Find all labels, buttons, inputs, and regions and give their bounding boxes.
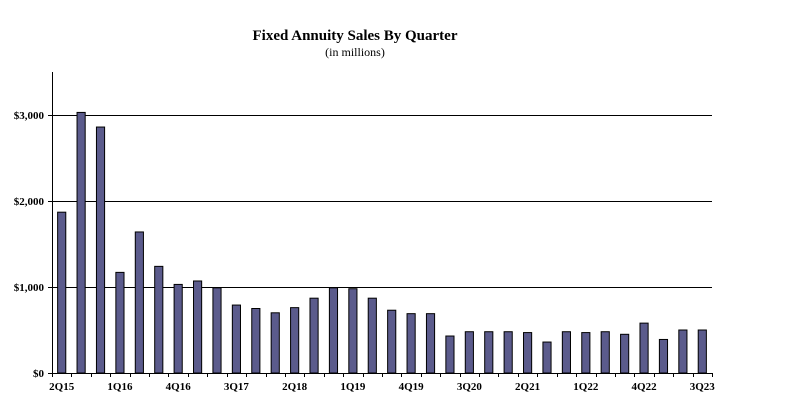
bar bbox=[542, 341, 552, 374]
bar bbox=[251, 308, 261, 374]
x-tick-label: 1Q22 bbox=[573, 381, 599, 393]
y-tick-label: $0 bbox=[33, 368, 45, 380]
bar bbox=[464, 331, 474, 374]
bar bbox=[697, 329, 707, 374]
bar bbox=[193, 280, 203, 374]
x-tick-label: 4Q16 bbox=[166, 381, 192, 393]
bar bbox=[367, 297, 377, 374]
x-tick-labels: 2Q15 1Q16 4Q16 3Q17 2Q18 1Q19 4Q19 3Q20 2Q21 1Q22… bbox=[49, 381, 715, 393]
bar bbox=[581, 332, 591, 374]
bar bbox=[57, 211, 67, 374]
chart-title: Fixed Annuity Sales By Quarter bbox=[252, 28, 457, 44]
bar bbox=[134, 231, 144, 374]
bar bbox=[620, 333, 630, 374]
bar bbox=[445, 335, 455, 374]
bar bbox=[561, 331, 571, 374]
x-tick-label: 1Q19 bbox=[340, 381, 366, 393]
bar bbox=[348, 288, 358, 374]
bar bbox=[115, 271, 125, 374]
bar bbox=[678, 329, 688, 374]
bar bbox=[600, 331, 610, 374]
bar bbox=[658, 338, 669, 374]
x-tick-label: 3Q17 bbox=[224, 381, 250, 393]
x-tick-label: 1Q16 bbox=[107, 381, 133, 393]
x-tick-label: 4Q19 bbox=[399, 381, 425, 393]
bar bbox=[425, 313, 436, 374]
x-tick-label: 3Q20 bbox=[457, 381, 483, 393]
bar bbox=[76, 111, 86, 374]
bars bbox=[57, 111, 707, 374]
bar bbox=[503, 331, 513, 374]
bar bbox=[639, 322, 649, 374]
bar bbox=[484, 331, 494, 374]
x-tick-label: 2Q21 bbox=[515, 381, 540, 393]
chart-subtitle: (in millions) bbox=[325, 45, 385, 59]
gridlines bbox=[52, 115, 712, 288]
bar bbox=[523, 332, 533, 374]
bar bbox=[406, 313, 416, 374]
bar bbox=[328, 287, 339, 374]
bar bbox=[173, 283, 183, 374]
bar bbox=[154, 265, 164, 374]
axes bbox=[48, 72, 713, 377]
x-tick-label: 2Q18 bbox=[282, 381, 308, 393]
bar bbox=[387, 309, 397, 374]
y-tick-label: $3,000 bbox=[14, 110, 45, 122]
bar bbox=[212, 287, 222, 374]
y-tick-label: $1,000 bbox=[14, 282, 45, 294]
bar bbox=[270, 312, 280, 374]
y-tick-labels: $0 $1,000 $2,000 $3,000 bbox=[14, 110, 45, 380]
x-tick-label: 4Q22 bbox=[632, 381, 658, 393]
x-tick-label: 3Q23 bbox=[690, 381, 716, 393]
y-tick-label: $2,000 bbox=[14, 196, 45, 208]
bar bbox=[95, 126, 106, 374]
x-tick-label: 2Q15 bbox=[49, 381, 75, 393]
bar bbox=[290, 307, 300, 374]
bar bbox=[231, 304, 241, 374]
bar bbox=[309, 297, 319, 374]
